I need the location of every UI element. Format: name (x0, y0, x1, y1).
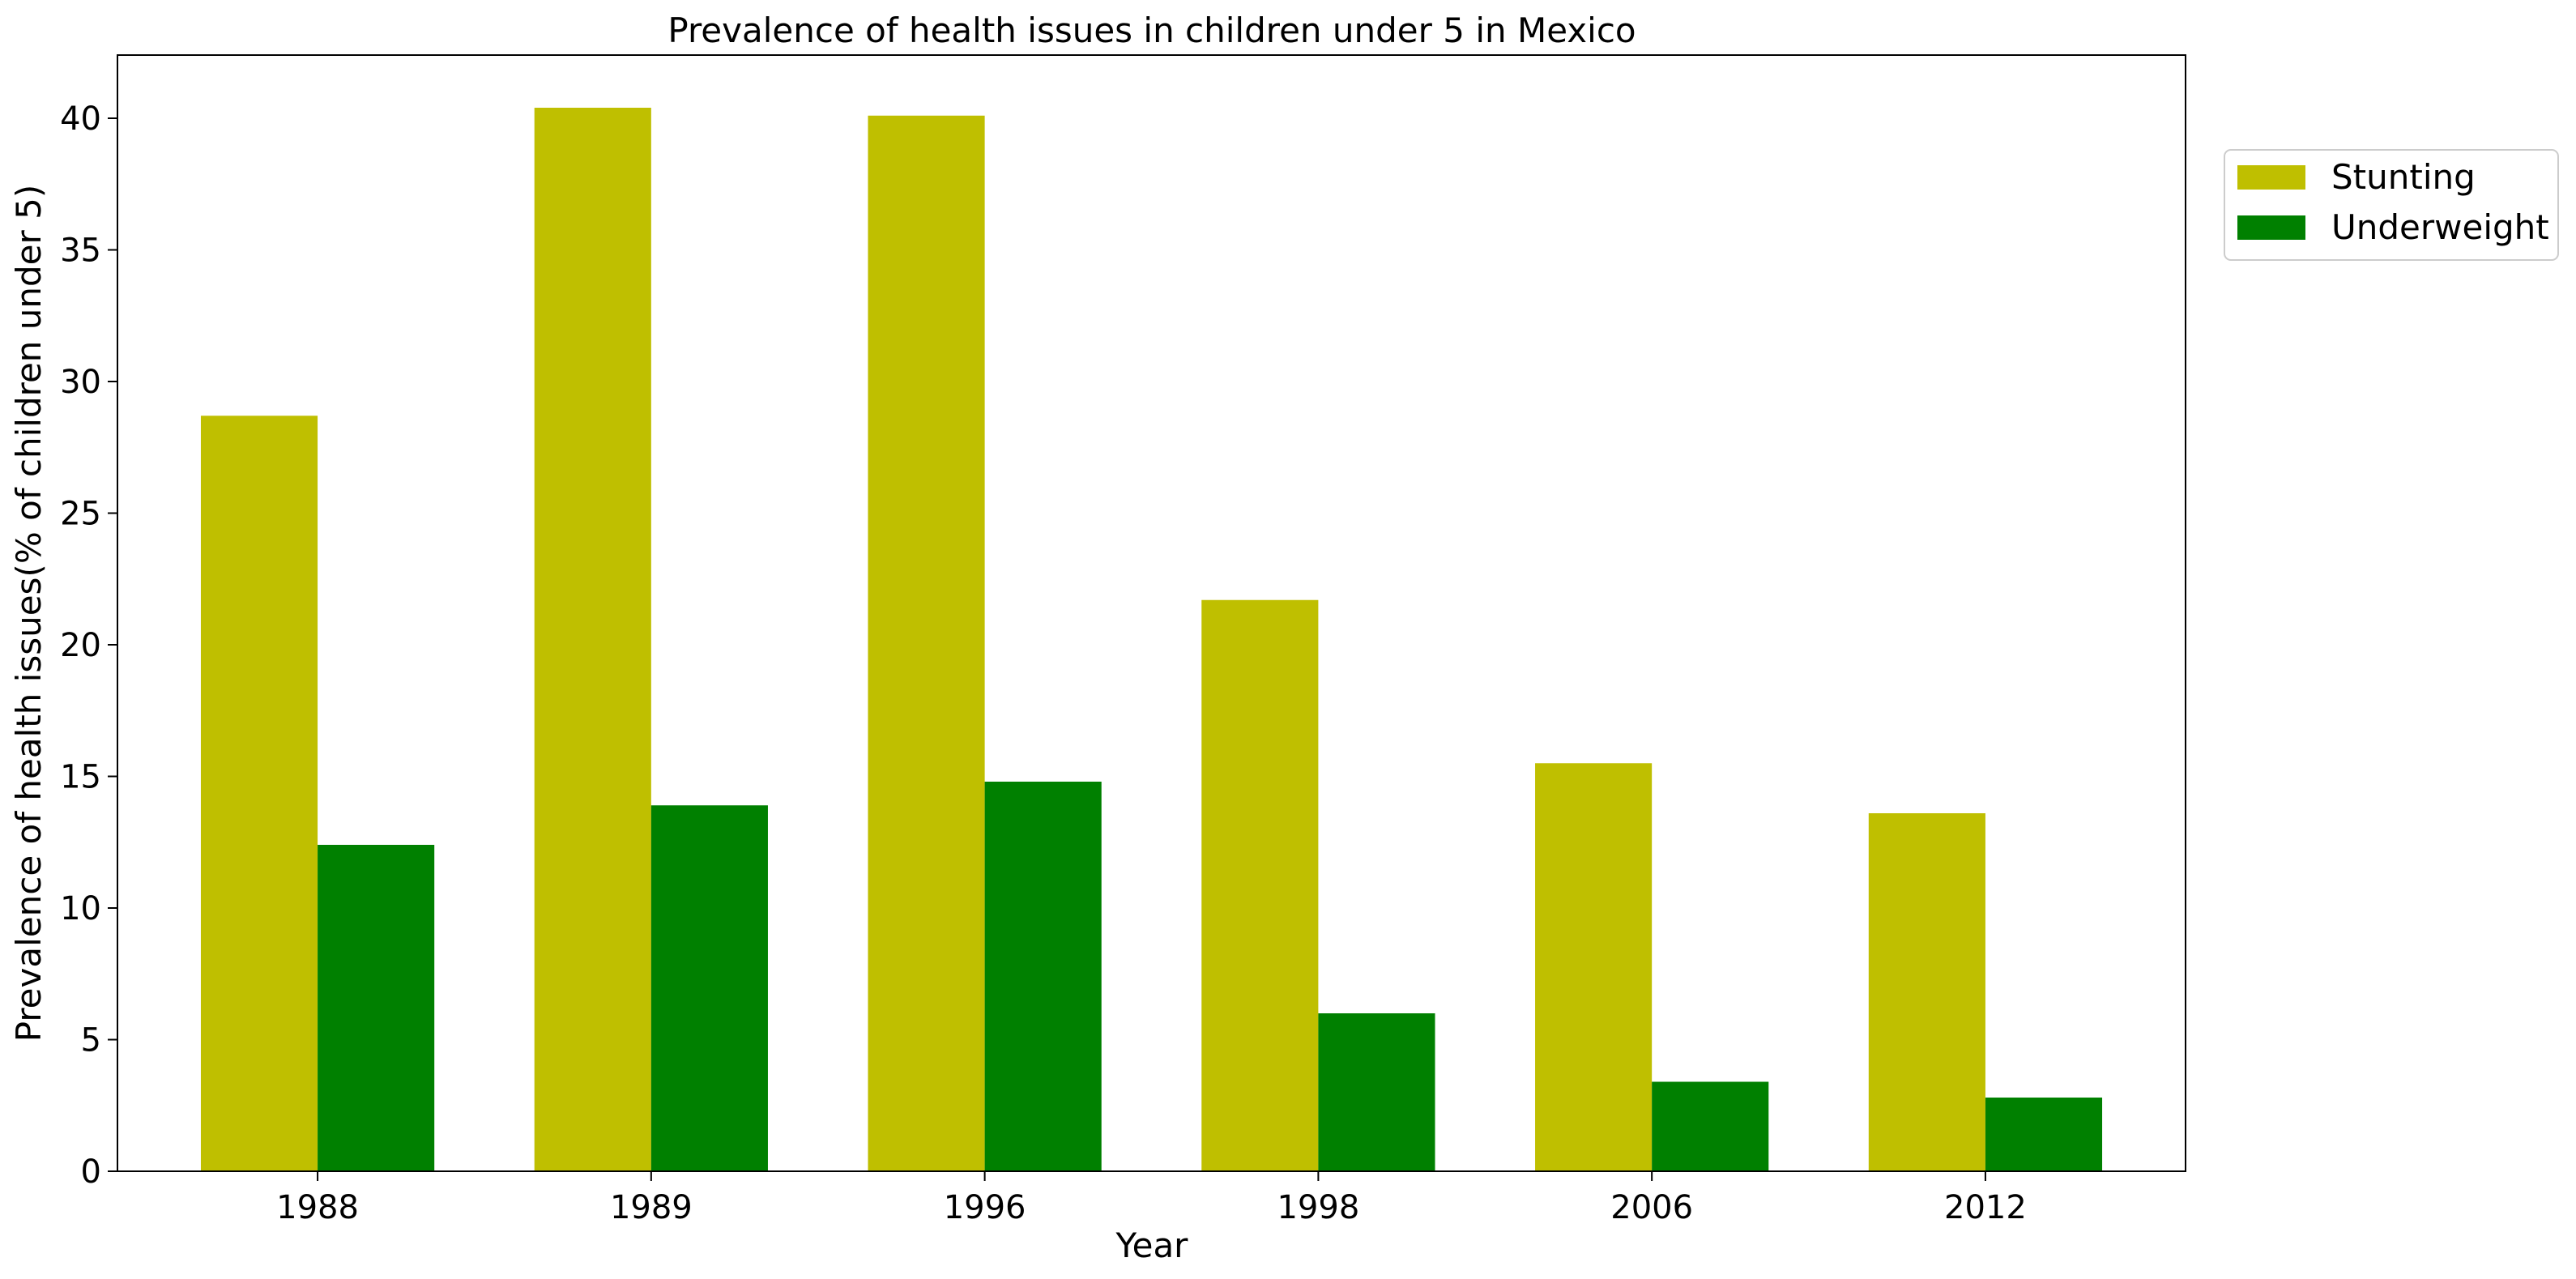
x-axis-label: Year (1115, 1226, 1189, 1265)
bar-stunting-1998 (1201, 599, 1319, 1171)
bar-underweight-2006 (1652, 1081, 1769, 1171)
legend-label-stunting: Stunting (2331, 157, 2476, 197)
legend-swatch-stunting (2237, 165, 2305, 190)
y-tick-label: 0 (81, 1153, 101, 1191)
x-tick-label: 1998 (1277, 1189, 1359, 1226)
bar-underweight-2012 (1985, 1098, 2103, 1171)
bar-stunting-1988 (200, 416, 318, 1171)
y-tick-label: 25 (60, 496, 101, 533)
legend-label-underweight: Underweight (2331, 207, 2549, 247)
y-tick-label: 35 (60, 232, 101, 270)
bar-stunting-2006 (1535, 763, 1653, 1171)
bar-underweight-1998 (1318, 1013, 1435, 1171)
bar-stunting-2012 (1868, 813, 1985, 1171)
y-tick-label: 20 (60, 627, 101, 664)
plot-frame (117, 54, 2186, 1172)
legend-swatch-underweight (2237, 215, 2305, 240)
y-tick-label: 30 (60, 364, 101, 401)
legend-box (2224, 149, 2559, 261)
bar-stunting-1996 (868, 115, 985, 1171)
legend: Stunting Underweight (2224, 149, 2559, 261)
bar-underweight-1989 (650, 805, 768, 1171)
bar-underweight-1996 (984, 782, 1102, 1171)
x-tick-label: 1989 (610, 1189, 693, 1226)
x-tick-label: 1988 (276, 1189, 359, 1226)
x-tick-label: 2006 (1610, 1189, 1693, 1226)
y-axis-label: Prevalence of health issues(% of childre… (9, 185, 49, 1042)
x-tick-label: 1996 (944, 1189, 1026, 1226)
bars-group (200, 108, 2103, 1171)
y-tick-label: 40 (60, 100, 101, 138)
y-axis: 0 5 10 15 20 25 30 35 40 (60, 100, 117, 1191)
chart-title: Prevalence of health issues in children … (667, 11, 1636, 50)
y-tick-label: 10 (60, 890, 101, 927)
y-tick-label: 15 (60, 759, 101, 796)
x-tick-label: 2012 (1944, 1189, 2027, 1226)
y-tick-label: 5 (81, 1022, 101, 1059)
x-axis: 1988 1989 1996 1998 2006 2012 (276, 1171, 2027, 1226)
bar-stunting-1989 (534, 108, 651, 1171)
bar-underweight-1988 (318, 845, 435, 1171)
